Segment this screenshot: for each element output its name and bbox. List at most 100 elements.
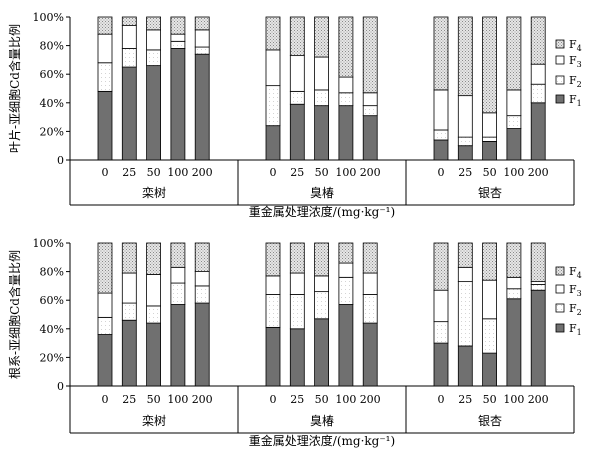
legend-label: F1 xyxy=(569,93,582,108)
x-tick-label: 200 xyxy=(528,166,549,179)
y-tick-label: 100% xyxy=(33,11,64,24)
x-tick-label: 200 xyxy=(360,393,381,406)
bar-segment-f4 xyxy=(194,16,210,31)
bar-segment-f4 xyxy=(362,16,378,94)
x-tick-label: 50 xyxy=(315,166,329,179)
bar-segment-f3 xyxy=(146,274,162,307)
x-tick-label: 25 xyxy=(458,166,472,179)
bar-segment-f1 xyxy=(506,128,522,161)
bar-segment-f1 xyxy=(121,66,137,161)
bar-segment-f2 xyxy=(121,302,137,321)
x-tick-label: 0 xyxy=(102,166,109,179)
bar-segment-f1 xyxy=(314,318,330,387)
bar-segment-f1 xyxy=(530,102,546,161)
bar-group-3: 0 25 50 100 200 银杏 xyxy=(433,16,549,200)
bar-segment-f1 xyxy=(338,105,354,161)
y-tick-label: 20% xyxy=(40,125,64,138)
bar-segment-f4 xyxy=(170,242,186,268)
bar-segment-f4 xyxy=(265,242,281,277)
bar-segment-f3 xyxy=(121,25,137,49)
bar-segment-f3 xyxy=(530,63,546,85)
group-label: 栾树 xyxy=(142,413,166,428)
bar-segment-f2 xyxy=(289,90,305,105)
bar-segment-f4 xyxy=(506,242,522,278)
legend-label: F3 xyxy=(569,283,582,298)
bar-segment-f2 xyxy=(314,89,330,107)
group-label: 臭椿 xyxy=(310,413,334,428)
legend-swatch-f2 xyxy=(555,303,565,313)
bar-segment-f4 xyxy=(338,242,354,264)
x-axis-label: 重金属处理浓度/(mg·kg⁻¹) xyxy=(249,433,395,448)
bar-segment-f2 xyxy=(194,285,210,304)
bar-segment-f2 xyxy=(97,62,113,92)
bar-segment-f2 xyxy=(338,276,354,305)
bar-segment-f3 xyxy=(289,272,305,295)
bar-segment-f3 xyxy=(362,272,378,295)
bar-segment-f3 xyxy=(506,89,522,117)
legend-label: F1 xyxy=(569,322,582,337)
group-label: 银杏 xyxy=(478,414,502,428)
y-axis-label: 根系-亚细胞Cd含量比例 xyxy=(7,250,22,379)
bar-segment-f1 xyxy=(170,48,186,161)
bar-segment-f3 xyxy=(289,55,305,92)
bar-segment-f3 xyxy=(194,29,210,48)
bar-segment-f2 xyxy=(146,49,162,67)
x-tick-label: 100 xyxy=(335,166,356,179)
x-tick-label: 50 xyxy=(147,393,161,406)
legend: F4 F3 F2 F1 xyxy=(555,265,582,337)
bar-segment-f4 xyxy=(530,242,546,283)
chart-panel-2: 0 20% 40% 60% 80% 100% 根系-亚细胞Cd含量比例 0 25 50 100 200… xyxy=(7,237,582,448)
bar-segment-f2 xyxy=(482,318,498,354)
bar-segment-f4 xyxy=(506,16,522,91)
bar-segment-f4 xyxy=(338,16,354,78)
bar-segment-f2 xyxy=(265,294,281,328)
bar-segment-f1 xyxy=(194,302,210,387)
y-axis-label: 叶片-亚细胞Cd含量比例 xyxy=(7,24,22,153)
x-tick-label: 200 xyxy=(192,393,213,406)
bar-segment-f1 xyxy=(457,145,473,161)
legend-swatch-f4 xyxy=(555,266,565,276)
chart-panel-1: 0 20% 40% 60% 80% 100% 叶片-亚细胞Cd含量比例 0 25 50 100 200… xyxy=(7,11,582,219)
bar-segment-f3 xyxy=(314,275,330,293)
bar-segment-f3 xyxy=(433,289,449,323)
bar-segment-f2 xyxy=(506,288,522,300)
bar-group-1: 0 25 50 100 200 栾树 xyxy=(97,242,213,428)
bar-segment-f2 xyxy=(170,282,186,305)
y-tick-label: 100% xyxy=(33,237,64,250)
bar-segment-f4 xyxy=(314,242,330,277)
bar-segment-f2 xyxy=(362,294,378,324)
bar-segment-f4 xyxy=(146,242,162,275)
bar-segment-f2 xyxy=(457,136,473,147)
bar-segment-f1 xyxy=(146,65,162,161)
bar-segment-f3 xyxy=(265,275,281,295)
bar-segment-f1 xyxy=(289,328,305,387)
bar-segment-f1 xyxy=(265,125,281,161)
bar-segment-f2 xyxy=(265,85,281,127)
bar-segment-f3 xyxy=(170,33,186,42)
x-tick-label: 0 xyxy=(270,166,277,179)
bar-segment-f4 xyxy=(265,16,281,51)
x-tick-label: 0 xyxy=(438,393,445,406)
bar-group-1: 0 25 50 100 200 栾树 xyxy=(97,16,213,200)
y-tick-label: 40% xyxy=(40,97,64,110)
x-tick-label: 100 xyxy=(335,393,356,406)
bar-segment-f1 xyxy=(457,345,473,387)
bar-segment-f2 xyxy=(457,281,473,347)
legend-label: F4 xyxy=(569,38,582,53)
x-tick-label: 100 xyxy=(503,393,524,406)
bar-segment-f1 xyxy=(362,322,378,387)
x-tick-label: 50 xyxy=(315,393,329,406)
bar-segment-f4 xyxy=(433,242,449,291)
bar-segment-f3 xyxy=(530,281,546,285)
x-tick-label: 0 xyxy=(102,393,109,406)
x-tick-label: 100 xyxy=(503,166,524,179)
x-tick-label: 25 xyxy=(290,393,304,406)
bar-segment-f4 xyxy=(97,242,113,294)
bar-segment-f4 xyxy=(121,242,137,274)
bar-segment-f1 xyxy=(97,334,113,387)
bar-segment-f1 xyxy=(362,115,378,161)
bar-segment-f3 xyxy=(482,112,498,138)
x-tick-label: 0 xyxy=(270,393,277,406)
y-tick-label: 0 xyxy=(57,154,64,167)
bar-segment-f1 xyxy=(530,289,546,387)
